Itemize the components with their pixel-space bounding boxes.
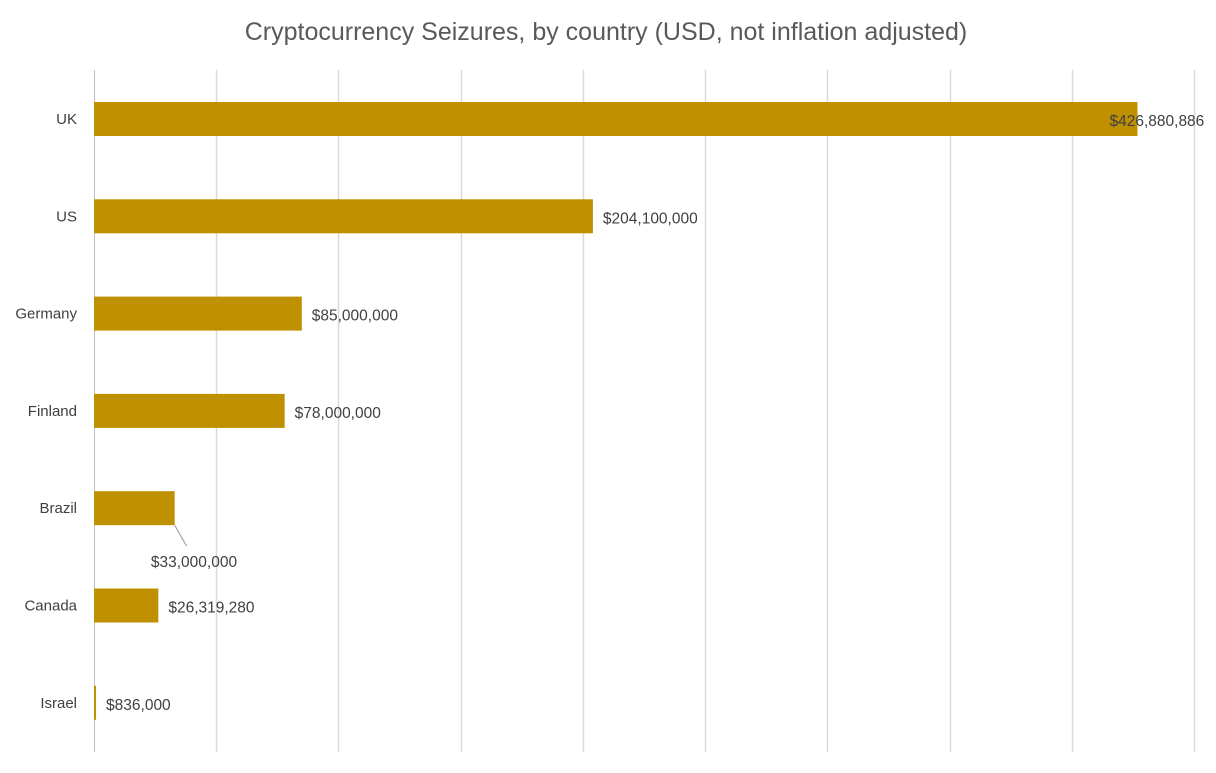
category-label-israel: Israel <box>40 695 77 712</box>
category-label-us: US <box>56 208 77 225</box>
category-label-canada: Canada <box>24 598 77 615</box>
bar-uk <box>94 102 1138 136</box>
data-label-germany: $85,000,000 <box>312 308 399 325</box>
bar-us <box>94 199 593 234</box>
bar-germany <box>94 296 302 331</box>
data-label-us: $204,100,000 <box>603 210 698 227</box>
category-label-germany: Germany <box>15 306 77 323</box>
data-label-canada: $26,319,280 <box>168 600 255 617</box>
category-label-brazil: Brazil <box>39 500 77 517</box>
labels: UK $426,880,886 US $204,100,000 Germany $85,0… <box>15 111 1204 714</box>
data-label-israel: $836,000 <box>106 697 171 714</box>
bar-brazil <box>94 491 175 526</box>
data-label-uk: $426,880,886 <box>1109 113 1204 130</box>
leader-line-brazil <box>174 524 188 547</box>
bar-israel <box>94 685 97 720</box>
bars <box>94 102 1138 720</box>
category-label-finland: Finland <box>28 403 77 420</box>
category-label-uk: UK <box>56 111 77 128</box>
bar-canada <box>94 588 159 623</box>
bar-finland <box>94 393 285 428</box>
chart-title: Cryptocurrency Seizures, by country (USD… <box>245 18 968 46</box>
data-label-brazil: $33,000,000 <box>151 554 238 571</box>
gridlines <box>94 70 1196 752</box>
data-label-finland: $78,000,000 <box>295 405 382 422</box>
